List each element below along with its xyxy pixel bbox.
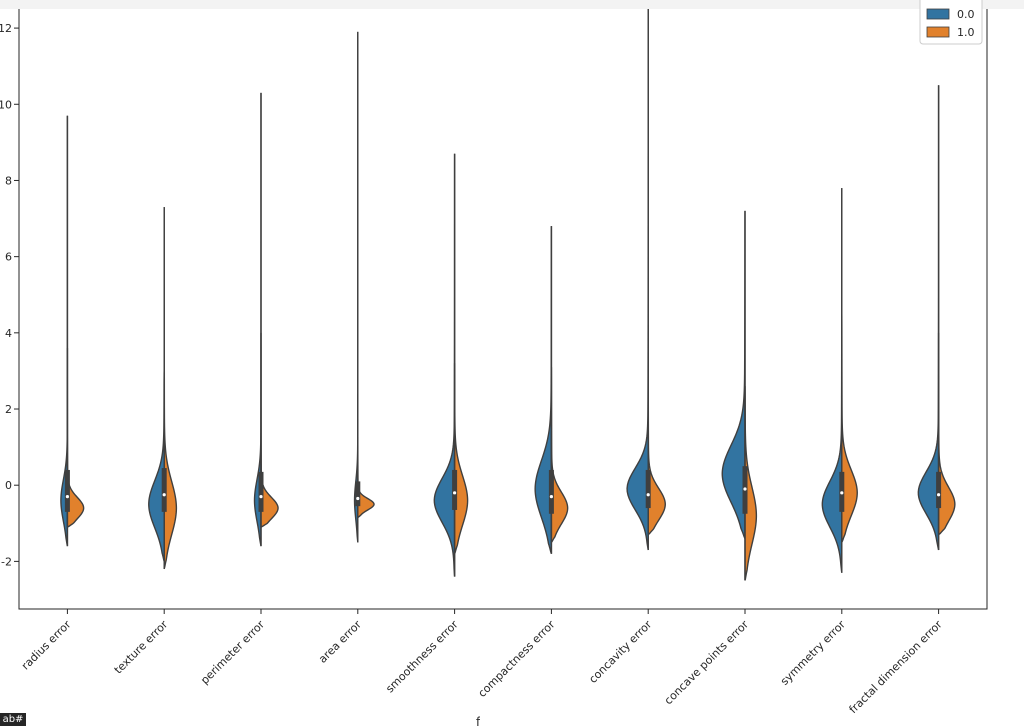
x-tick-label: concavity error (586, 618, 654, 686)
notebook-corner-badge: ab# (0, 713, 26, 726)
y-tick-label: 12 (0, 22, 12, 35)
x-tick-label: symmetry error (778, 618, 848, 688)
violin-median-point (259, 495, 263, 499)
violin-median-point (840, 491, 844, 495)
violin-median-point (743, 487, 747, 491)
notebook-top-bar (0, 0, 1024, 9)
violin-iqr-box (548, 469, 554, 514)
legend-swatch (926, 26, 950, 38)
legend-entry-label: 1.0 (957, 26, 975, 39)
y-tick-label: -2 (1, 555, 12, 568)
violin-iqr-box (355, 481, 361, 507)
violin-median-point (453, 491, 457, 495)
x-tick-label: fractal dimension error (846, 618, 945, 717)
violin-half-class-0 (433, 153, 456, 577)
x-tick-label: concave points error (662, 618, 752, 708)
violin-half-class-1 (260, 332, 279, 528)
legend-swatch (926, 8, 950, 20)
x-tick-label: texture error (112, 618, 171, 677)
violin-iqr-box (161, 468, 167, 512)
violin-half-class-1 (550, 367, 569, 545)
x-tick-label: compactness error (476, 618, 558, 700)
violin-half-class-1 (163, 207, 178, 570)
violin-iqr-box (645, 469, 651, 509)
plot-area (60, 9, 956, 581)
violin-half-class-0 (626, 9, 649, 551)
y-tick-label: 8 (5, 174, 12, 187)
x-tick-label: smoothness error (383, 618, 461, 696)
violin-half-class-1 (647, 325, 666, 537)
violin-smoothness-error (433, 153, 469, 577)
violin-iqr-box (452, 469, 458, 510)
violin-iqr-box (64, 469, 70, 512)
violin-iqr-box (258, 471, 264, 512)
violin-compactness-error (534, 226, 569, 554)
violin-half-class-1 (453, 363, 469, 555)
violin-perimeter-error (253, 92, 279, 547)
legend: 0.01.0 (919, 0, 983, 45)
violin-median-point (646, 493, 650, 497)
violin-median-point (356, 496, 360, 501)
violin-concavity-error (626, 9, 666, 551)
violin-radius-error (60, 115, 85, 547)
violin-half-class-0 (721, 210, 746, 539)
violin-iqr-box (936, 471, 942, 509)
x-tick-label: area error (316, 618, 364, 666)
x-axis-label: f (476, 716, 481, 726)
violin-area-error (353, 31, 375, 543)
y-tick-label: 0 (5, 479, 12, 492)
plot-frame (18, 9, 988, 610)
violin-fractal-dimension-error (917, 85, 956, 551)
legend-entry-label: 0.0 (957, 8, 975, 21)
violin-concave-points-error (721, 210, 758, 581)
violin-median-point (549, 495, 554, 499)
violin-half-class-0 (821, 188, 843, 573)
violin-texture-error (148, 207, 178, 570)
y-tick-label: 6 (5, 251, 12, 264)
violin-half-class-0 (917, 85, 940, 551)
x-tick-label: perimeter error (198, 618, 267, 687)
violin-median-point (162, 493, 166, 497)
y-tick-label: 2 (5, 403, 12, 416)
violin-median-point (937, 493, 941, 497)
x-tick-label: radius error (19, 618, 74, 673)
violin-half-class-0 (148, 370, 165, 562)
y-tick-label: 4 (5, 327, 12, 340)
y-tick-label: 10 (0, 98, 12, 111)
violin-symmetry-error (821, 188, 858, 573)
violin-median-point (65, 495, 69, 499)
